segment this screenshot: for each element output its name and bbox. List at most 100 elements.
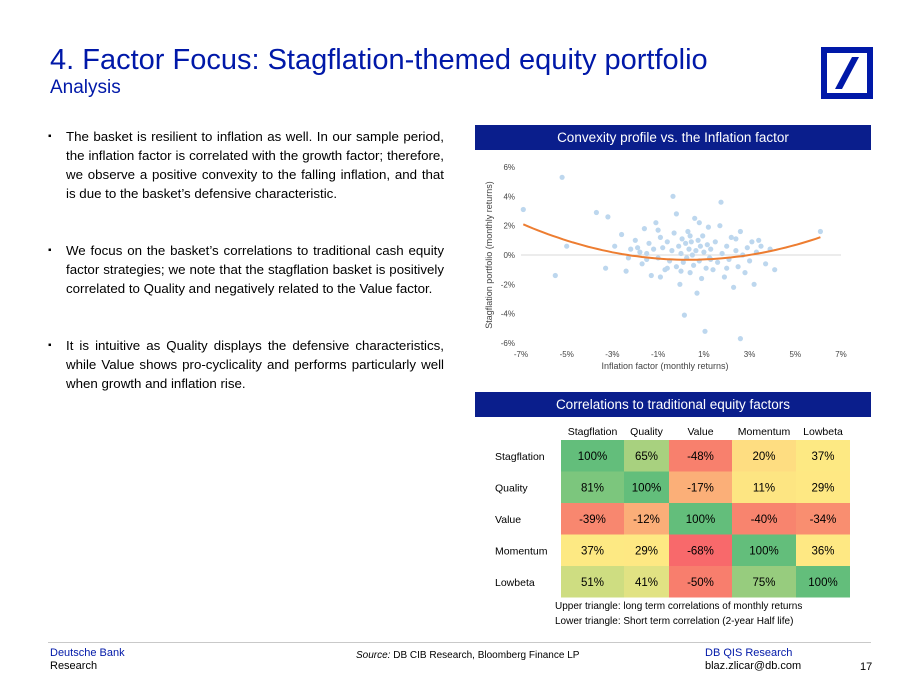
cell-value: 100% — [749, 545, 778, 557]
footer-team: DB QIS Research — [705, 647, 793, 659]
row-header: Quality — [495, 482, 528, 494]
heatmap-cell — [624, 503, 669, 535]
heatmap-cell — [732, 471, 796, 503]
x-tick-label: -5% — [560, 350, 574, 359]
column-header: Stagflation — [568, 426, 618, 438]
heatmap-cell — [669, 471, 732, 503]
scatter-point — [641, 226, 647, 232]
bullet-item: ▪ The basket is resilient to inflation as… — [46, 127, 444, 203]
scatter-point — [685, 228, 691, 235]
scatter-point — [639, 261, 645, 267]
cell-value: 29% — [811, 482, 834, 494]
scatter-point — [724, 243, 730, 249]
heatmap-cell — [624, 440, 669, 472]
scatter-point — [673, 211, 679, 217]
scatter-point — [744, 245, 750, 251]
footer-department: Research — [50, 660, 98, 672]
row-header: Value — [495, 514, 521, 526]
footer-email[interactable]: blaz.zlicar@db.com — [705, 660, 802, 672]
cell-value: -34% — [810, 514, 837, 526]
x-tick-label: -1% — [651, 350, 665, 359]
cell-value: 37% — [581, 545, 604, 557]
scatter-point — [699, 275, 705, 282]
source-text: DB CIB Research, Bloomberg Finance LP — [390, 650, 580, 661]
scatter-point — [708, 246, 714, 252]
cell-value: 11% — [753, 482, 775, 494]
scatter-point — [772, 267, 778, 273]
cell-value: -12% — [633, 514, 660, 526]
source-label: Source: — [356, 650, 391, 661]
scatter-point — [564, 243, 570, 249]
scatter-point — [715, 259, 721, 265]
cell-value: 41% — [635, 577, 658, 589]
scatter-point — [697, 243, 703, 249]
cell-value: 51% — [581, 577, 604, 589]
scatter-point — [703, 265, 709, 271]
scatter-point — [719, 250, 725, 257]
deutsche-bank-logo-icon — [821, 47, 873, 99]
heatmap-cell — [624, 534, 669, 566]
scatter-point — [559, 174, 565, 180]
bullet-text: The basket is resilient to inflation as … — [66, 129, 444, 201]
y-tick-label: -2% — [501, 280, 515, 289]
bullet-item: ▪ We focus on the basket’s correlations t… — [46, 241, 444, 298]
scatter-point — [701, 249, 707, 255]
scatter-point — [625, 255, 631, 261]
scatter-point — [628, 246, 634, 252]
scatter-point — [678, 250, 684, 257]
logo-frame — [821, 47, 873, 99]
heatmap-cell — [732, 566, 796, 598]
scatter-point — [700, 233, 706, 239]
bullet-item: ▪ It is intuitive as Quality displays the… — [46, 336, 444, 393]
bullet-text: It is intuitive as Quality displays the … — [66, 338, 444, 391]
scatter-point — [705, 224, 711, 230]
scatter-point — [680, 259, 686, 265]
scatter-point — [731, 284, 737, 290]
scatter-point — [681, 312, 687, 318]
footer-divider — [48, 642, 871, 643]
row-header: Lowbeta — [495, 577, 535, 589]
scatter-point — [733, 248, 739, 254]
x-tick-label: 1% — [698, 350, 710, 359]
heatmap-cell — [796, 471, 850, 503]
scatter-point — [669, 248, 675, 254]
scatter-point — [691, 262, 697, 268]
cell-value: 100% — [686, 514, 715, 526]
cell-value: -39% — [579, 514, 606, 526]
scatter-point — [657, 234, 663, 240]
scatter-point — [635, 245, 641, 251]
scatter-point — [671, 230, 677, 236]
y-tick-label: -4% — [501, 310, 515, 319]
heatmap-cell — [732, 440, 796, 472]
heatmap-cell — [624, 471, 669, 503]
scatter-point — [721, 274, 727, 280]
scatter-point — [686, 246, 692, 252]
scatter-point — [717, 223, 723, 229]
heatmap-cell — [796, 440, 850, 472]
scatter-point — [687, 270, 693, 276]
heatmap-cell — [624, 566, 669, 598]
heatmap-note-upper: Upper triangle: long term correlations o… — [555, 601, 802, 612]
heatmap-cell — [561, 566, 624, 598]
heatmap-cell — [561, 471, 624, 503]
scatter-point — [742, 270, 748, 276]
scatter-point — [646, 240, 652, 246]
scatter-point — [747, 258, 753, 264]
scatter-point — [657, 274, 663, 280]
column-header: Quality — [630, 426, 663, 438]
scatter-point — [677, 281, 683, 287]
cell-value: -68% — [687, 545, 714, 557]
column-header: Momentum — [738, 426, 791, 438]
scatter-point — [605, 214, 611, 220]
cell-value: -50% — [687, 577, 714, 589]
scatter-point — [683, 240, 689, 246]
cell-value: 29% — [635, 545, 658, 557]
x-axis-label: Inflation factor (monthly returns) — [601, 361, 728, 371]
quadratic-fit-line — [522, 223, 821, 261]
scatter-point — [687, 233, 693, 239]
scatter-point — [692, 215, 698, 221]
scatter-point — [637, 249, 643, 255]
scatter-point — [653, 220, 659, 226]
bullet-marker: ▪ — [48, 245, 52, 256]
scatter-point — [728, 234, 734, 240]
